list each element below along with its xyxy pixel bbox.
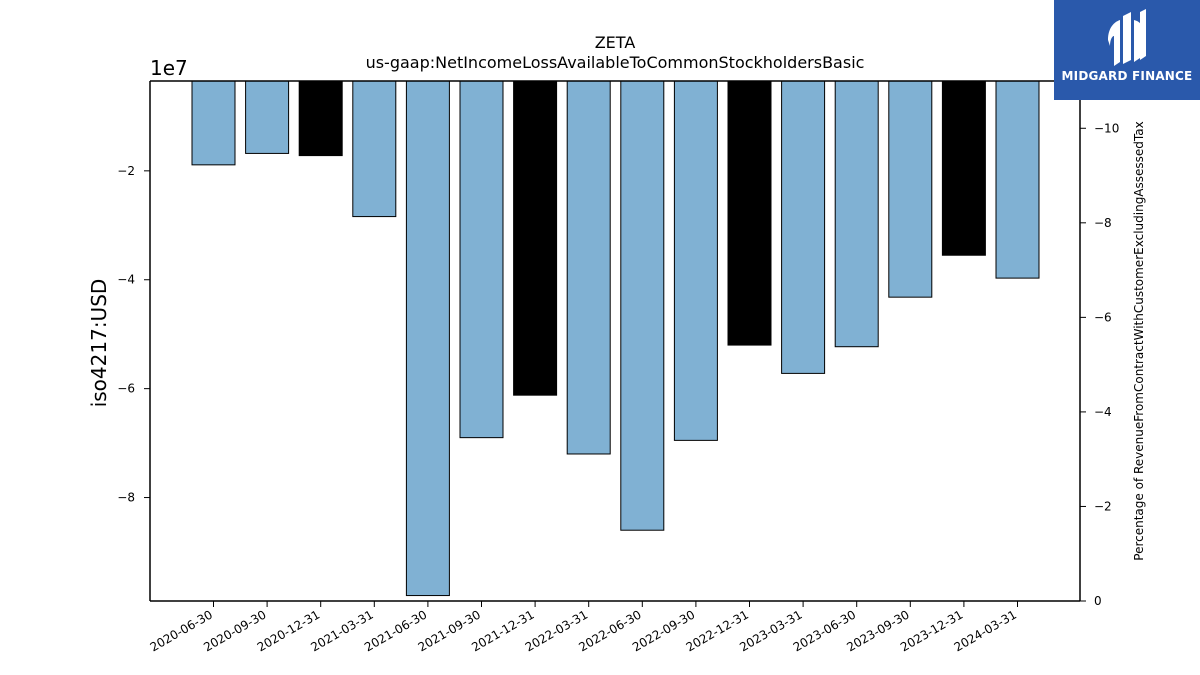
bar-2024-03-31 (995, 80, 1040, 279)
bar-2020-09-30 (245, 80, 290, 154)
y-axis-label: iso4217:USD (87, 279, 111, 408)
y-tick-label: −8 (117, 491, 135, 505)
bar-2021-09-30 (459, 80, 504, 439)
bar-2021-06-30 (405, 80, 450, 597)
logo-brand-text: MIDGARD FINANCE (1061, 69, 1193, 83)
logo-mark-icon (1108, 9, 1146, 66)
y-tick-label: −6 (117, 382, 135, 396)
y2-tick-label: −4 (1094, 405, 1112, 419)
bar-2022-09-30 (673, 80, 718, 441)
y-tick-label: −2 (117, 164, 135, 178)
bar-2020-12-31 (298, 80, 343, 157)
bar-2023-12-31 (941, 80, 986, 256)
bar-2022-12-31 (727, 80, 772, 346)
bar-2023-03-31 (781, 80, 826, 374)
chart-subtitle: us-gaap:NetIncomeLossAvailableToCommonSt… (366, 53, 865, 72)
bar-2021-12-31 (513, 80, 558, 396)
y2-axis-label: Percentage of RevenueFromContractWithCus… (1132, 121, 1146, 560)
y2-tick-label: −8 (1094, 216, 1112, 230)
bar-2020-06-30 (191, 80, 236, 166)
y2-tick-label: −6 (1094, 310, 1112, 324)
midgard-finance-logo: MIDGARD FINANCE (1054, 0, 1200, 100)
y2-tick-label: −10 (1094, 121, 1119, 135)
bar-2022-06-30 (620, 80, 665, 531)
bar-2023-06-30 (834, 80, 879, 348)
y2-tick-label: 0 (1094, 594, 1102, 608)
bar-2023-09-30 (888, 80, 933, 298)
bar-2021-03-31 (352, 80, 397, 218)
y2-tick-label: −2 (1094, 499, 1112, 513)
bar-2022-03-31 (566, 80, 611, 455)
chart-title: ZETA (595, 33, 636, 52)
y-tick-label: −4 (117, 273, 135, 287)
y-axis-exponent: 1e7 (150, 56, 188, 80)
